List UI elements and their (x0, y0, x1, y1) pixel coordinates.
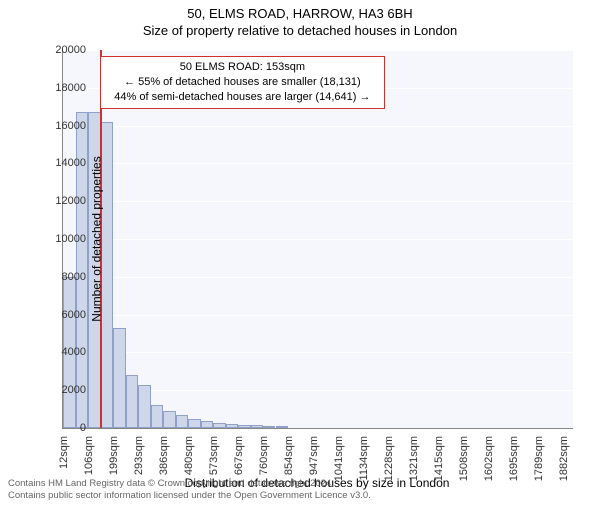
y-tick-label: 6000 (40, 309, 86, 321)
histogram-bar (151, 405, 164, 428)
x-tick-label: 1882sqm (558, 436, 570, 486)
x-tick-label: 1508sqm (458, 436, 470, 486)
y-tick-label: 12000 (40, 195, 86, 207)
histogram-bar (163, 411, 176, 428)
footer-line-2: Contains public sector information licen… (8, 490, 371, 502)
histogram-bar (238, 425, 251, 428)
annotation-line: 44% of semi-detached houses are larger (… (109, 90, 376, 105)
y-tick-label: 4000 (40, 346, 86, 358)
plot-area: 50 ELMS ROAD: 153sqm← 55% of detached ho… (62, 50, 573, 429)
gridline (63, 201, 573, 202)
histogram-bar (176, 415, 189, 428)
x-tick-label: 1321sqm (408, 436, 420, 486)
y-tick-label: 16000 (40, 120, 86, 132)
gridline (63, 50, 573, 51)
histogram-bar (113, 328, 126, 428)
x-tick-label: 1602sqm (483, 436, 495, 486)
histogram-bar (226, 424, 239, 428)
gridline (63, 239, 573, 240)
gridline (63, 315, 573, 316)
x-tick-label: 1228sqm (383, 436, 395, 486)
gridline (63, 277, 573, 278)
annotation-box: 50 ELMS ROAD: 153sqm← 55% of detached ho… (100, 56, 385, 109)
histogram-bar (251, 425, 264, 428)
chart-main-title: 50, ELMS ROAD, HARROW, HA3 6BH (0, 6, 600, 21)
histogram-bar (201, 421, 214, 428)
y-tick-label: 20000 (40, 44, 86, 56)
x-tick-label: 1695sqm (508, 436, 520, 486)
histogram-bar (188, 419, 201, 428)
y-tick-label: 0 (40, 422, 86, 434)
histogram-bar (126, 375, 139, 428)
chart-container: 50 ELMS ROAD: 153sqm← 55% of detached ho… (62, 50, 572, 428)
annotation-line: ← 55% of detached houses are smaller (18… (109, 75, 376, 90)
histogram-bar (263, 426, 276, 428)
footer-attribution: Contains HM Land Registry data © Crown c… (8, 478, 371, 502)
y-axis-label: Number of detached properties (90, 156, 104, 321)
y-tick-label: 14000 (40, 157, 86, 169)
gridline (63, 352, 573, 353)
footer-line-1: Contains HM Land Registry data © Crown c… (8, 478, 371, 490)
y-tick-label: 2000 (40, 384, 86, 396)
histogram-bar (138, 385, 151, 428)
chart-sub-title: Size of property relative to detached ho… (0, 23, 600, 38)
y-tick-label: 10000 (40, 233, 86, 245)
gridline (63, 126, 573, 127)
x-tick-label: 1789sqm (533, 436, 545, 486)
x-tick-label: 1415sqm (433, 436, 445, 486)
y-tick-label: 8000 (40, 271, 86, 283)
gridline (63, 163, 573, 164)
annotation-line: 50 ELMS ROAD: 153sqm (109, 60, 376, 75)
histogram-bar (213, 423, 226, 428)
y-tick-label: 18000 (40, 82, 86, 94)
histogram-bar (276, 426, 289, 428)
